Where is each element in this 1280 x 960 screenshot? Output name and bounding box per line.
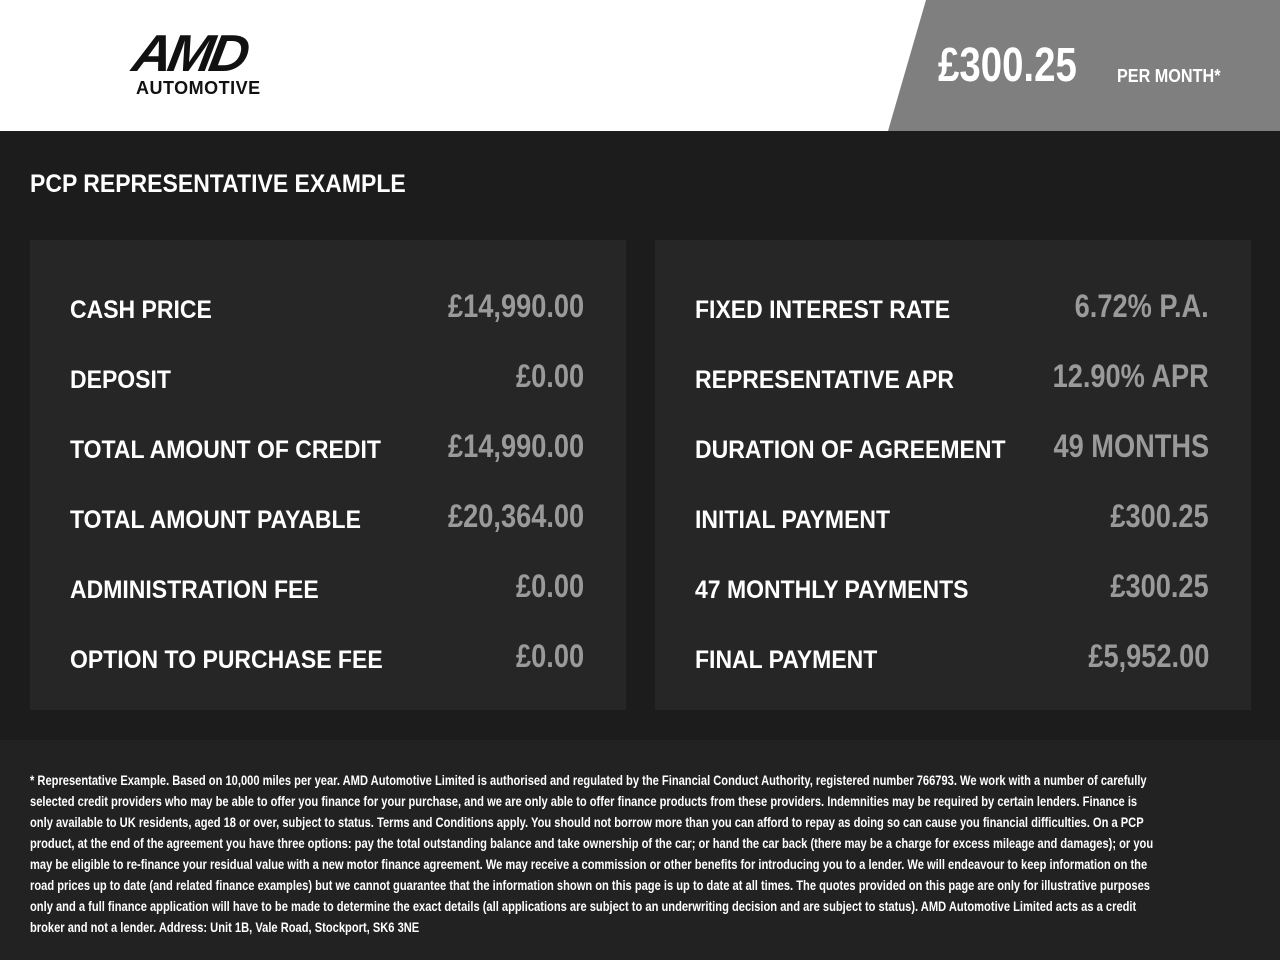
finance-label: OPTION TO PURCHASE FEE bbox=[70, 646, 383, 674]
logo-subtext: AUTOMOTIVE bbox=[136, 78, 261, 98]
finance-label: 47 MONTHLY PAYMENTS bbox=[695, 576, 969, 604]
finance-row: FINAL PAYMENT £5,952.00 bbox=[695, 638, 1209, 678]
finance-label: INITIAL PAYMENT bbox=[695, 506, 891, 534]
section-title: PCP REPRESENTATIVE EXAMPLE bbox=[30, 170, 406, 198]
finance-value: 49 MONTHS bbox=[1053, 428, 1209, 464]
finance-label: FINAL PAYMENT bbox=[695, 646, 878, 674]
monthly-price-box: £300.25 PER MONTH* bbox=[888, 0, 1280, 131]
disclaimer-text: * Representative Example. Based on 10,00… bbox=[30, 772, 1154, 935]
finance-row: INITIAL PAYMENT £300.25 bbox=[695, 498, 1209, 538]
footer: * Representative Example. Based on 10,00… bbox=[0, 740, 1280, 960]
finance-row: 47 MONTHLY PAYMENTS £300.25 bbox=[695, 568, 1209, 608]
finance-row: TOTAL AMOUNT OF CREDIT £14,990.00 bbox=[70, 428, 584, 468]
finance-value: £300.25 bbox=[1110, 568, 1209, 604]
finance-value: £20,364.00 bbox=[447, 498, 584, 534]
finance-value: £14,990.00 bbox=[447, 288, 584, 324]
finance-label: DURATION OF AGREEMENT bbox=[695, 436, 1006, 464]
finance-value: £14,990.00 bbox=[447, 428, 584, 464]
finance-label: TOTAL AMOUNT OF CREDIT bbox=[70, 436, 381, 464]
amd-automotive-logo: AMD AUTOMOTIVE bbox=[128, 25, 286, 100]
finance-row: DURATION OF AGREEMENT 49 MONTHS bbox=[695, 428, 1209, 468]
finance-value: 6.72% P.A. bbox=[1074, 288, 1209, 324]
finance-label: REPRESENTATIVE APR bbox=[695, 366, 955, 394]
monthly-price: £300.25 bbox=[938, 39, 1077, 92]
finance-value: 12.90% APR bbox=[1052, 358, 1209, 394]
finance-label: FIXED INTEREST RATE bbox=[695, 296, 951, 324]
finance-value: £0.00 bbox=[515, 358, 584, 394]
finance-row: CASH PRICE £14,990.00 bbox=[70, 288, 584, 328]
finance-row: OPTION TO PURCHASE FEE £0.00 bbox=[70, 638, 584, 678]
finance-label: ADMINISTRATION FEE bbox=[70, 576, 319, 604]
finance-row: REPRESENTATIVE APR 12.90% APR bbox=[695, 358, 1209, 398]
header: AMD AUTOMOTIVE £300.25 PER MONTH* bbox=[0, 0, 1280, 131]
finance-row: DEPOSIT £0.00 bbox=[70, 358, 584, 398]
finance-row: FIXED INTEREST RATE 6.72% P.A. bbox=[695, 288, 1209, 328]
finance-value: £0.00 bbox=[515, 638, 584, 674]
finance-label: CASH PRICE bbox=[70, 296, 212, 324]
finance-value: £300.25 bbox=[1110, 498, 1209, 534]
finance-details-left: CASH PRICE £14,990.00 DEPOSIT £0.00 TOTAL AM… bbox=[30, 240, 626, 710]
per-month-label: PER MONTH* bbox=[1117, 66, 1221, 86]
finance-value: £5,952.00 bbox=[1087, 638, 1209, 674]
logo-wordmark: AMD bbox=[128, 25, 251, 83]
finance-label: TOTAL AMOUNT PAYABLE bbox=[70, 506, 361, 534]
finance-label: DEPOSIT bbox=[70, 366, 171, 394]
finance-row: TOTAL AMOUNT PAYABLE £20,364.00 bbox=[70, 498, 584, 538]
finance-value: £0.00 bbox=[515, 568, 584, 604]
finance-row: ADMINISTRATION FEE £0.00 bbox=[70, 568, 584, 608]
finance-details-right: FIXED INTEREST RATE 6.72% P.A. REPRESENTAT… bbox=[655, 240, 1251, 710]
